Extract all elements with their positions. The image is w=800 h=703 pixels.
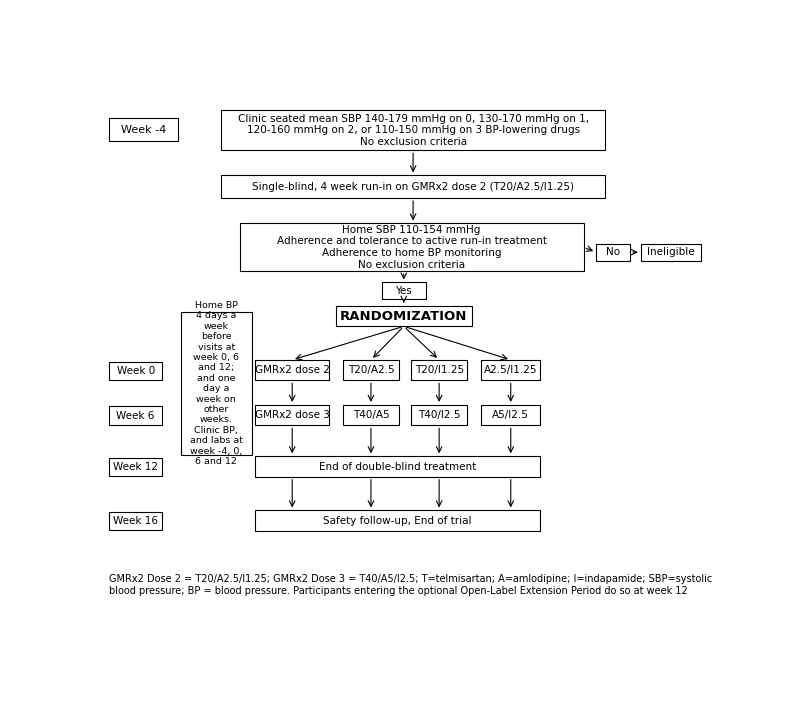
Text: T20/I1.25: T20/I1.25 xyxy=(414,365,464,375)
FancyBboxPatch shape xyxy=(110,119,178,141)
FancyBboxPatch shape xyxy=(239,224,584,271)
Text: Clinic seated mean SBP 140-179 mmHg on 0, 130-170 mmHg on 1,
120-160 mmHg on 2, : Clinic seated mean SBP 140-179 mmHg on 0… xyxy=(238,113,589,147)
Text: Week 16: Week 16 xyxy=(113,516,158,527)
FancyBboxPatch shape xyxy=(181,311,252,455)
Text: Week -4: Week -4 xyxy=(121,125,166,135)
Text: T40/A5: T40/A5 xyxy=(353,410,390,420)
Text: Week 12: Week 12 xyxy=(113,462,158,472)
FancyBboxPatch shape xyxy=(255,360,330,380)
FancyBboxPatch shape xyxy=(382,283,426,299)
Text: Week 0: Week 0 xyxy=(117,366,154,375)
Text: Home BP
4 days a
week
before
visits at
week 0, 6
and 12;
and one
day a
week on
o: Home BP 4 days a week before visits at w… xyxy=(190,301,242,466)
Text: Yes: Yes xyxy=(395,285,412,295)
Text: GMRx2 dose 2: GMRx2 dose 2 xyxy=(254,365,330,375)
FancyBboxPatch shape xyxy=(255,405,330,425)
FancyBboxPatch shape xyxy=(411,405,467,425)
Text: GMRx2 Dose 2 = T20/A2.5/I1.25; GMRx2 Dose 3 = T40/A5/I2.5; T=telmisartan; A=amlo: GMRx2 Dose 2 = T20/A2.5/I1.25; GMRx2 Dos… xyxy=(110,574,713,596)
FancyBboxPatch shape xyxy=(482,405,540,425)
FancyBboxPatch shape xyxy=(255,456,540,477)
FancyBboxPatch shape xyxy=(110,361,162,380)
Text: GMRx2 dose 3: GMRx2 dose 3 xyxy=(254,410,330,420)
Text: End of double-blind treatment: End of double-blind treatment xyxy=(319,462,476,472)
Text: T20/A2.5: T20/A2.5 xyxy=(348,365,394,375)
FancyBboxPatch shape xyxy=(110,512,162,530)
FancyBboxPatch shape xyxy=(110,406,162,425)
Text: Single-blind, 4 week run-in on GMRx2 dose 2 (T20/A2.5/I1.25): Single-blind, 4 week run-in on GMRx2 dos… xyxy=(252,181,574,192)
Text: Safety follow-up, End of trial: Safety follow-up, End of trial xyxy=(323,516,472,526)
FancyBboxPatch shape xyxy=(221,110,606,150)
FancyBboxPatch shape xyxy=(255,510,540,531)
Text: Home SBP 110-154 mmHg
Adherence and tolerance to active run-in treatment
Adheren: Home SBP 110-154 mmHg Adherence and tole… xyxy=(277,225,546,270)
FancyBboxPatch shape xyxy=(221,175,606,198)
FancyBboxPatch shape xyxy=(343,360,399,380)
FancyBboxPatch shape xyxy=(596,243,630,261)
Text: RANDOMIZATION: RANDOMIZATION xyxy=(340,309,467,323)
Text: T40/I2.5: T40/I2.5 xyxy=(418,410,460,420)
Text: No: No xyxy=(606,247,620,257)
FancyBboxPatch shape xyxy=(336,306,472,326)
FancyBboxPatch shape xyxy=(110,458,162,476)
FancyBboxPatch shape xyxy=(641,243,702,261)
FancyBboxPatch shape xyxy=(411,360,467,380)
Text: A2.5/I1.25: A2.5/I1.25 xyxy=(484,365,538,375)
Text: A5/I2.5: A5/I2.5 xyxy=(492,410,529,420)
FancyBboxPatch shape xyxy=(482,360,540,380)
Text: Week 6: Week 6 xyxy=(117,411,155,420)
Text: Ineligible: Ineligible xyxy=(647,247,695,257)
FancyBboxPatch shape xyxy=(343,405,399,425)
